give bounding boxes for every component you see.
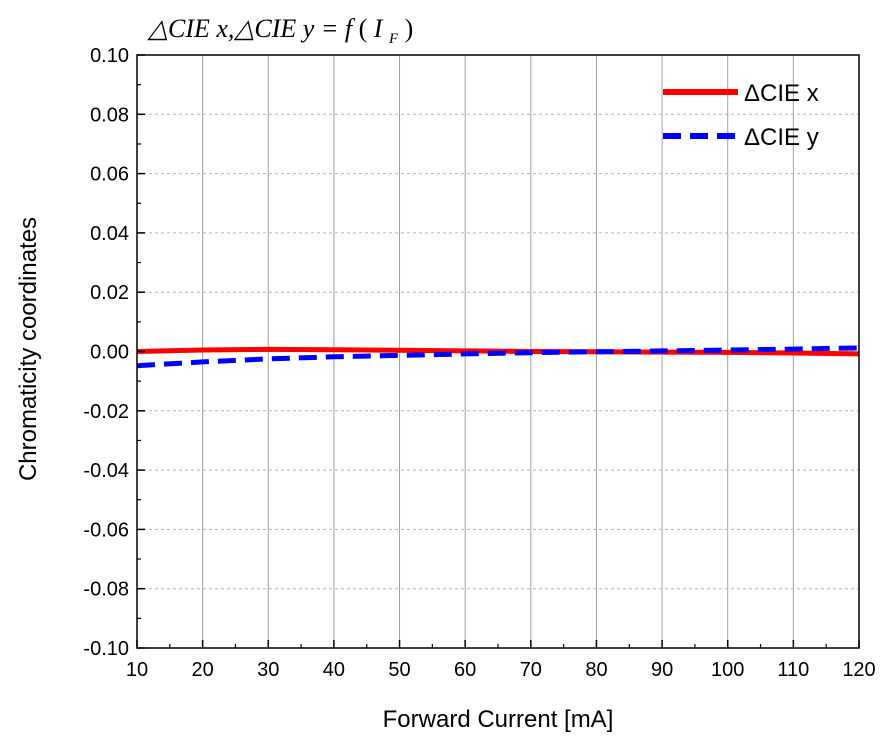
tick-label-layer: 10 20 30 40 50 60 70 80 90 100 110 120 -0.10 -0.08 -0.… <box>83 45 875 681</box>
y-tick-label: 0.06 <box>90 164 129 186</box>
chart-title-paren-open: ( <box>359 14 368 43</box>
x-tick-label: 60 <box>454 659 476 681</box>
legend: ΔCIE x ΔCIE y <box>663 80 819 151</box>
x-tick-label: 20 <box>192 659 214 681</box>
y-tick-label: -0.08 <box>83 579 129 601</box>
x-tick-label: 30 <box>257 659 279 681</box>
series-line-cie-y <box>136 345 860 369</box>
chart-title-sub: F <box>388 31 399 47</box>
x-tick-label: 40 <box>323 659 345 681</box>
y-tick-label: 0.10 <box>90 45 129 67</box>
x-tick-label: 90 <box>651 659 673 681</box>
chart-title-paren-close: ) <box>405 14 414 43</box>
y-tick-label: 0.02 <box>90 282 129 304</box>
series-layer <box>136 345 860 369</box>
y-tick-label: -0.04 <box>83 460 129 482</box>
y-tick-label: -0.02 <box>83 401 129 423</box>
y-tick-label: -0.10 <box>83 638 129 660</box>
x-tick-label: 110 <box>777 659 809 681</box>
svg-text:△CIE x,△CIE y = f (: △CIE x,△CIE y = f ( I F ) <box>147 14 413 49</box>
chart-title: △CIE x,△CIE y = f ( I F ) <box>147 14 413 49</box>
chart-title-main: △CIE x,△CIE y = f <box>147 14 356 43</box>
grid-layer <box>137 55 859 648</box>
x-axis-title: Forward Current [mA] <box>383 706 614 733</box>
x-tick-label: 120 <box>842 659 875 681</box>
chart-title-var: I <box>373 14 384 43</box>
y-tick-label: -0.06 <box>83 519 129 541</box>
x-tick-label: 100 <box>711 659 744 681</box>
x-tick-label: 50 <box>388 659 410 681</box>
y-tick-label: 0.00 <box>90 342 129 364</box>
x-tick-label: 80 <box>585 659 607 681</box>
x-tick-label: 10 <box>126 659 148 681</box>
legend-label-cie-y: ΔCIE y <box>744 124 819 151</box>
y-tick-label: 0.08 <box>90 104 129 126</box>
y-axis-title: Chromaticity coordinates <box>15 217 42 481</box>
legend-label-cie-x: ΔCIE x <box>744 80 819 107</box>
y-tick-label: 0.04 <box>90 223 129 245</box>
x-tick-label: 70 <box>520 659 542 681</box>
axis-layer <box>136 54 860 649</box>
